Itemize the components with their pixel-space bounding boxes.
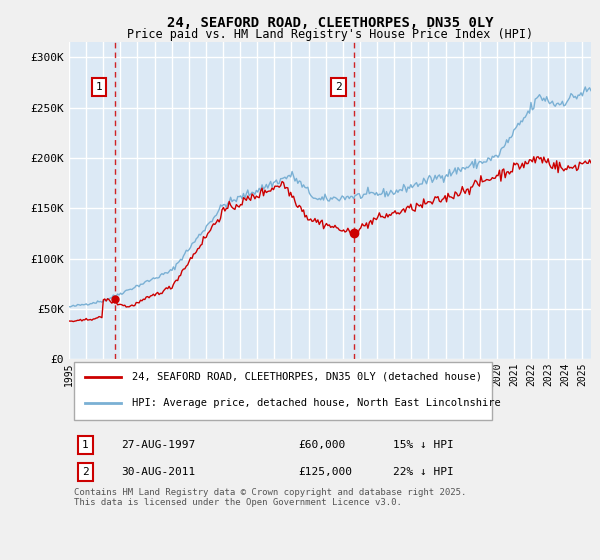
Text: £125,000: £125,000	[299, 467, 353, 477]
Text: 2: 2	[335, 82, 342, 92]
Text: 24, SEAFORD ROAD, CLEETHORPES, DN35 0LY: 24, SEAFORD ROAD, CLEETHORPES, DN35 0LY	[167, 16, 493, 30]
Text: HPI: Average price, detached house, North East Lincolnshire: HPI: Average price, detached house, Nort…	[131, 398, 500, 408]
FancyBboxPatch shape	[74, 362, 492, 419]
Text: 22% ↓ HPI: 22% ↓ HPI	[392, 467, 454, 477]
Text: 30-AUG-2011: 30-AUG-2011	[121, 467, 196, 477]
Text: 1: 1	[82, 440, 89, 450]
Text: 27-AUG-1997: 27-AUG-1997	[121, 440, 196, 450]
Text: 1: 1	[96, 82, 103, 92]
Text: 15% ↓ HPI: 15% ↓ HPI	[392, 440, 454, 450]
Text: 24, SEAFORD ROAD, CLEETHORPES, DN35 0LY (detached house): 24, SEAFORD ROAD, CLEETHORPES, DN35 0LY …	[131, 372, 482, 382]
Text: £60,000: £60,000	[299, 440, 346, 450]
Text: Contains HM Land Registry data © Crown copyright and database right 2025.
This d: Contains HM Land Registry data © Crown c…	[74, 488, 467, 507]
Text: 2: 2	[82, 467, 89, 477]
Text: Price paid vs. HM Land Registry's House Price Index (HPI): Price paid vs. HM Land Registry's House …	[127, 28, 533, 41]
